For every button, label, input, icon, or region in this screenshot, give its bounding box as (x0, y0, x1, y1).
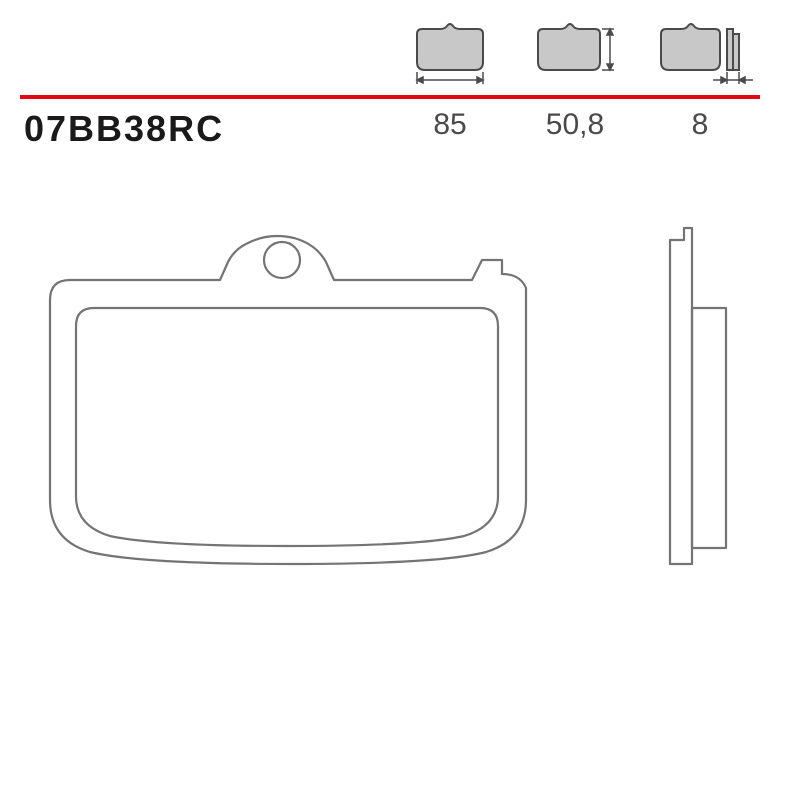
side-view (670, 228, 726, 564)
width-dimension-icon (405, 22, 495, 92)
height-dimension-icon (530, 22, 620, 92)
front-view (50, 236, 526, 564)
header-icon-row (0, 10, 800, 90)
width-value: 85 (420, 108, 480, 142)
thickness-dimension-icon (655, 22, 755, 92)
spec-row: 07BB38RC 85 50,8 8 (0, 108, 800, 152)
height-value: 50,8 (540, 108, 610, 142)
technical-drawing (20, 200, 780, 600)
thickness-value: 8 (680, 108, 720, 142)
red-divider (20, 95, 760, 99)
part-number: 07BB38RC (24, 108, 224, 150)
